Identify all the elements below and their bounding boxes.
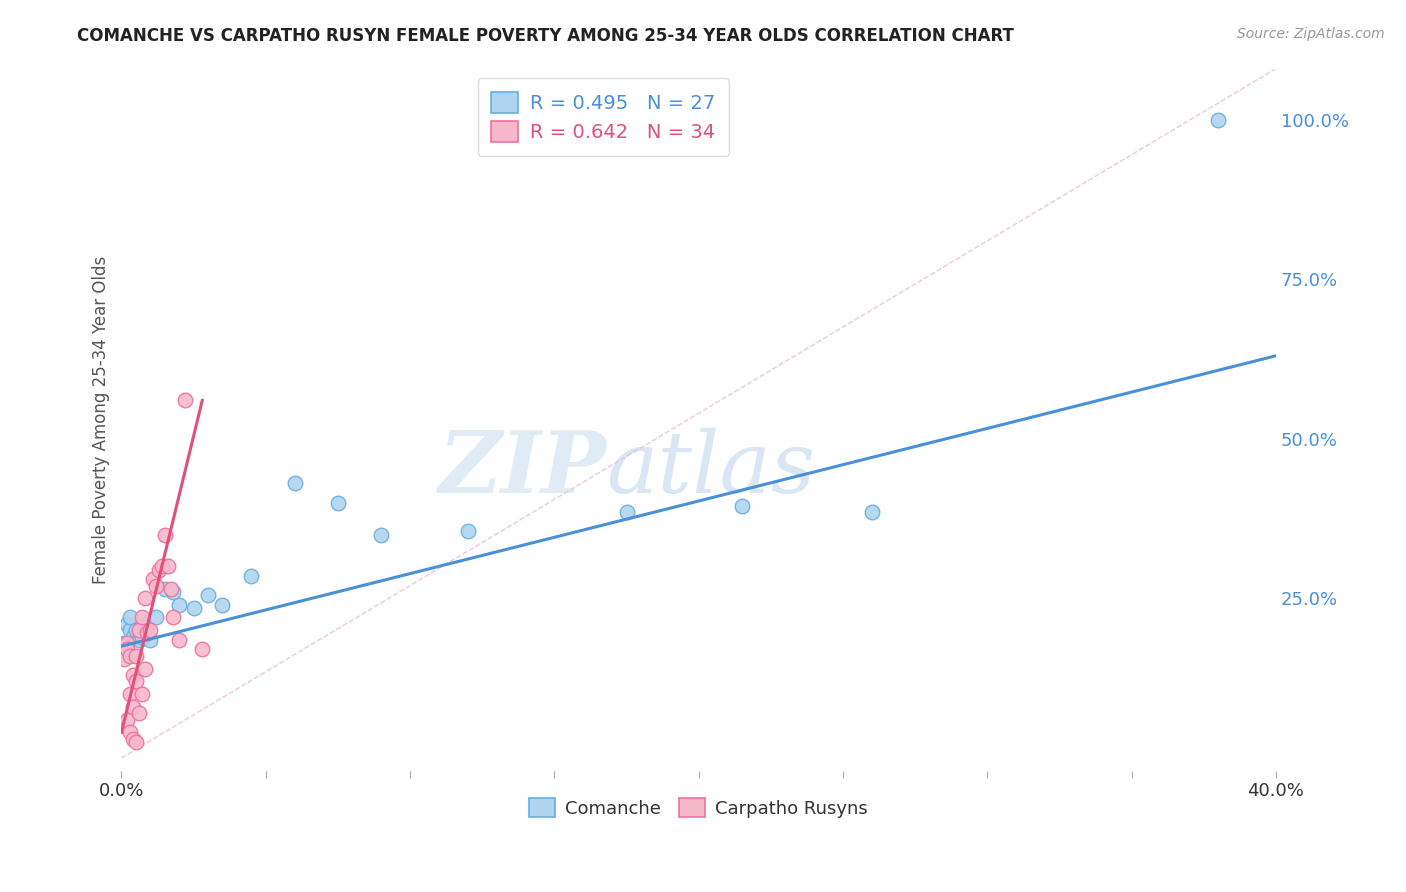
Legend: Comanche, Carpatho Rusyns: Comanche, Carpatho Rusyns xyxy=(522,790,876,825)
Point xyxy=(167,632,190,647)
Point xyxy=(145,578,167,592)
Point xyxy=(616,505,638,519)
Point xyxy=(120,687,142,701)
Point xyxy=(131,610,153,624)
Point xyxy=(122,731,145,746)
Point xyxy=(134,591,156,606)
Point xyxy=(112,652,135,666)
Point xyxy=(120,610,142,624)
Point xyxy=(115,713,138,727)
Text: COMANCHE VS CARPATHO RUSYN FEMALE POVERTY AMONG 25-34 YEAR OLDS CORRELATION CHAR: COMANCHE VS CARPATHO RUSYN FEMALE POVERT… xyxy=(77,27,1014,45)
Point xyxy=(122,699,145,714)
Point xyxy=(153,582,176,596)
Point xyxy=(125,624,148,638)
Point xyxy=(162,585,184,599)
Text: ZIP: ZIP xyxy=(439,427,606,510)
Point xyxy=(120,624,142,638)
Point xyxy=(183,601,205,615)
Point xyxy=(139,632,162,647)
Point xyxy=(860,505,883,519)
Point xyxy=(122,630,145,644)
Point xyxy=(136,624,159,638)
Point xyxy=(197,588,219,602)
Point xyxy=(150,559,173,574)
Point xyxy=(120,648,142,663)
Point xyxy=(731,499,754,513)
Point xyxy=(128,706,150,721)
Point xyxy=(159,582,181,596)
Point xyxy=(112,636,135,650)
Point xyxy=(148,563,170,577)
Point xyxy=(134,662,156,676)
Point xyxy=(136,626,159,640)
Point xyxy=(125,735,148,749)
Point xyxy=(211,598,233,612)
Point xyxy=(142,572,165,586)
Text: atlas: atlas xyxy=(606,427,815,510)
Point xyxy=(125,674,148,689)
Point xyxy=(326,495,349,509)
Point xyxy=(128,624,150,638)
Point xyxy=(115,636,138,650)
Point xyxy=(112,646,135,660)
Point xyxy=(284,476,307,491)
Point xyxy=(131,630,153,644)
Point xyxy=(370,527,392,541)
Point xyxy=(1206,112,1229,127)
Point xyxy=(156,559,179,574)
Point xyxy=(139,624,162,638)
Point xyxy=(145,610,167,624)
Text: Source: ZipAtlas.com: Source: ZipAtlas.com xyxy=(1237,27,1385,41)
Point xyxy=(112,639,135,653)
Point xyxy=(134,616,156,631)
Point xyxy=(153,527,176,541)
Point xyxy=(131,687,153,701)
Point xyxy=(128,632,150,647)
Y-axis label: Female Poverty Among 25-34 Year Olds: Female Poverty Among 25-34 Year Olds xyxy=(93,255,110,583)
Point xyxy=(120,725,142,739)
Point xyxy=(115,642,138,657)
Point xyxy=(125,648,148,663)
Point xyxy=(115,616,138,631)
Point xyxy=(240,569,263,583)
Point xyxy=(122,668,145,682)
Point xyxy=(162,610,184,624)
Point xyxy=(167,598,190,612)
Point xyxy=(191,642,214,657)
Point xyxy=(457,524,479,539)
Point xyxy=(174,393,197,408)
